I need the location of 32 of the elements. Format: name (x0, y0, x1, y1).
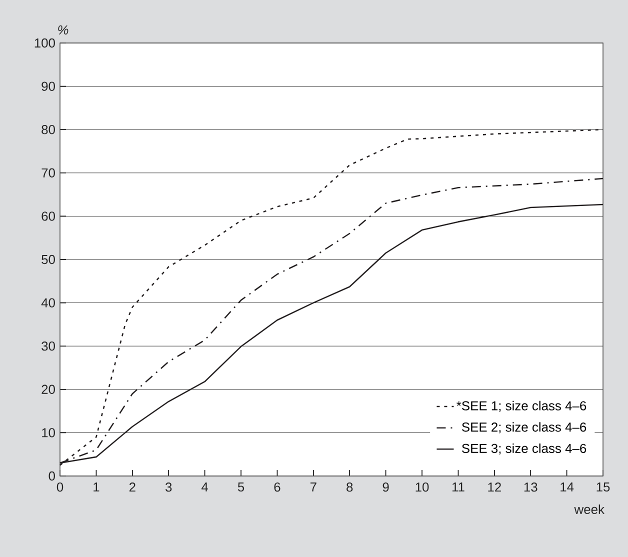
x-tick-label: 2 (129, 482, 136, 492)
y-tick-label: 0 (48, 471, 55, 481)
y-tick-label: 30 (42, 342, 55, 351)
y-tick-label: 20 (42, 384, 55, 394)
x-tick-label: 11 (452, 482, 464, 492)
x-tick-label: 15 (596, 482, 610, 492)
x-tick-label: 8 (346, 482, 353, 492)
y-tick-label: 50 (42, 254, 55, 264)
x-tick-label: 1 (94, 482, 100, 492)
legend-label: SEE 2; size class 4–6 (462, 422, 586, 434)
y-tick-label: 80 (42, 125, 55, 134)
y-tick-label: 40 (41, 298, 55, 308)
x-tick-label: 3 (166, 482, 172, 492)
x-tick-label: 12 (488, 482, 501, 492)
x-tick-label: 9 (382, 482, 389, 492)
x-tick-label: 10 (416, 482, 429, 492)
y-tick-label: 10 (42, 428, 55, 438)
x-tick-label: 7 (310, 482, 316, 492)
y-axis-title: % (58, 25, 68, 34)
y-tick-label: 90 (42, 82, 55, 91)
x-axis-title: week (574, 504, 605, 514)
y-tick-label: 60 (42, 212, 55, 221)
x-tick-label: 13 (524, 482, 538, 492)
x-tick-label: 0 (56, 482, 64, 492)
x-tick-label: 14 (560, 482, 574, 492)
x-tick-label: 6 (274, 482, 280, 492)
x-tick-label: 5 (238, 482, 244, 492)
legend-label: *SEE 1; size class 4–6 (456, 400, 586, 412)
y-tick-label: 70 (42, 168, 55, 178)
legend-label: SEE 3; size class 4–6 (462, 443, 586, 455)
x-tick-label: 4 (202, 482, 208, 492)
y-tick-label: 100 (34, 38, 55, 48)
